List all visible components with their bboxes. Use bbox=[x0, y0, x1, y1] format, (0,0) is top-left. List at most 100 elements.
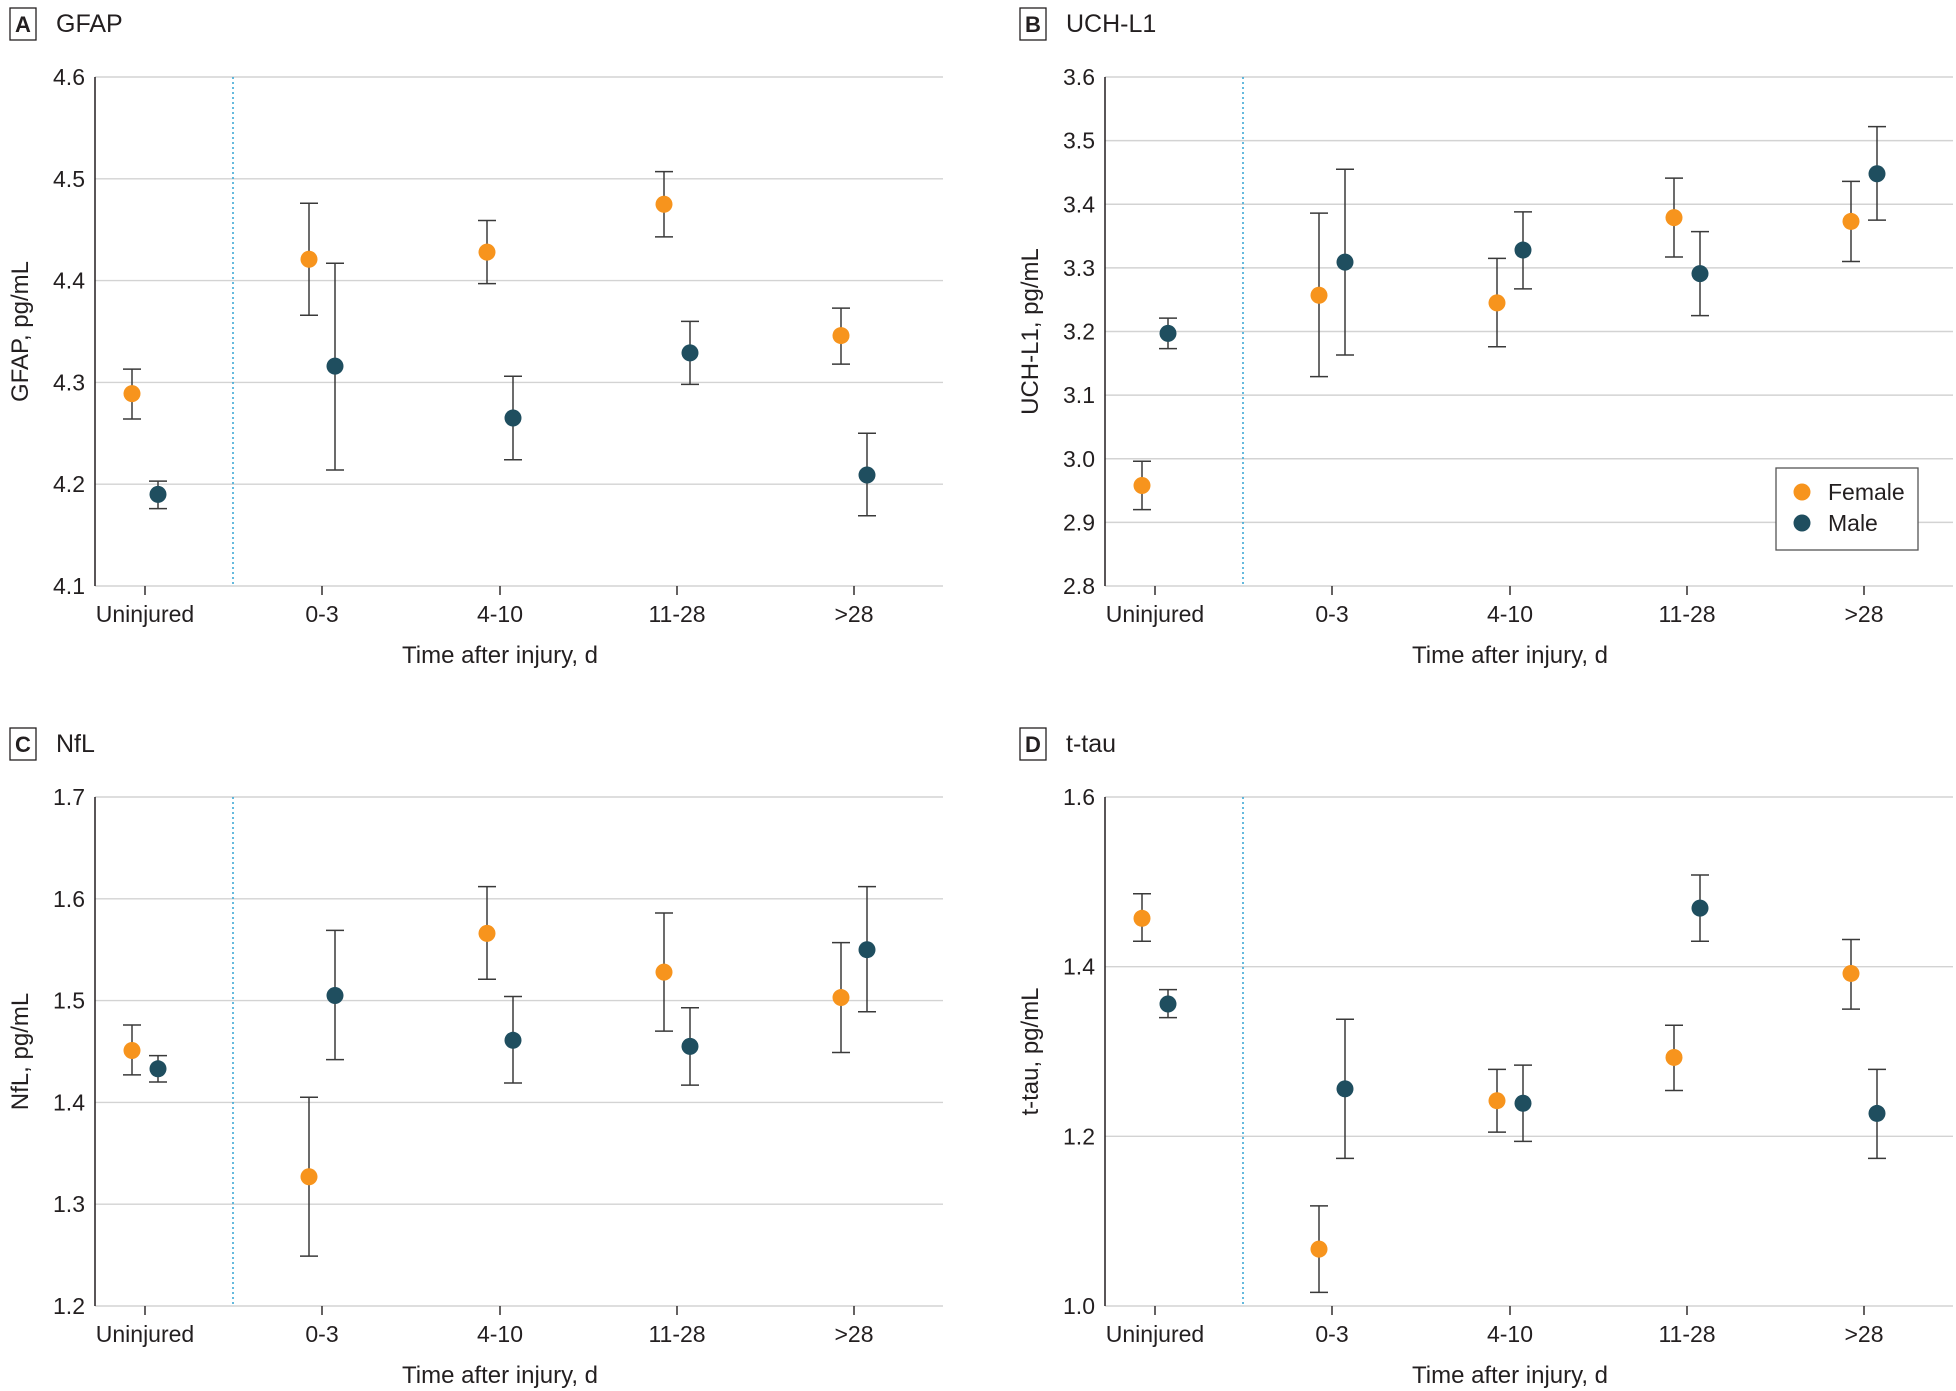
female-point bbox=[832, 327, 850, 345]
y-tick-label: 3.6 bbox=[1063, 64, 1095, 90]
panel-letter-box bbox=[1019, 727, 1047, 761]
female-point bbox=[478, 924, 496, 942]
x-tick-label: 4-10 bbox=[477, 1321, 523, 1347]
y-tick-label: 1.5 bbox=[53, 988, 85, 1014]
panel-b: B UCH-L1 2.8 2.9 3.0 3.1 3.2 3.3 3.4 3.5 3.6 Uninju… bbox=[1017, 7, 1953, 669]
y-tick-label: 1.2 bbox=[53, 1293, 85, 1319]
female-point bbox=[1842, 212, 1860, 230]
x-tick-label: 4-10 bbox=[477, 601, 523, 627]
y-tick-label: 4.4 bbox=[53, 268, 85, 294]
x-tick-label: 0-3 bbox=[1315, 601, 1348, 627]
male-point bbox=[1868, 165, 1886, 183]
y-tick-label: 4.2 bbox=[53, 471, 85, 497]
panel-c: C NfL 1.2 1.3 1.4 1.5 1.6 1.7 Uninjured 0-3 4-10 11… bbox=[7, 727, 943, 1389]
female-point bbox=[478, 243, 496, 261]
male-point bbox=[1691, 265, 1709, 283]
panel-letter: B bbox=[1025, 12, 1041, 37]
panel-title: t-tau bbox=[1066, 730, 1116, 758]
female-point bbox=[1133, 909, 1151, 927]
x-tick-label: 11-28 bbox=[1658, 601, 1715, 627]
x-tick-label: >28 bbox=[834, 601, 873, 627]
panel-a: A GFAP 4.1 4.2 4.3 4.4 4.5 4.6 Uninjured 0-3 4-10 1… bbox=[7, 7, 943, 669]
panel-title: UCH-L1 bbox=[1066, 10, 1156, 38]
y-tick-label: 1.7 bbox=[53, 784, 85, 810]
y-tick-label: 3.2 bbox=[1063, 319, 1095, 345]
panel-letter: D bbox=[1025, 732, 1041, 757]
male-point bbox=[1868, 1104, 1886, 1122]
male-point bbox=[149, 1060, 167, 1078]
male-point bbox=[504, 409, 522, 427]
male-point bbox=[149, 485, 167, 503]
y-tick-label: 3.4 bbox=[1063, 191, 1095, 217]
female-point bbox=[1133, 476, 1151, 494]
female-point bbox=[300, 1168, 318, 1186]
x-tick-label: Uninjured bbox=[1106, 1321, 1204, 1347]
x-axis-title: Time after injury, d bbox=[402, 642, 598, 669]
legend-female-marker bbox=[1793, 483, 1811, 501]
female-point bbox=[123, 1041, 141, 1059]
female-point bbox=[1842, 964, 1860, 982]
male-point bbox=[858, 466, 876, 484]
legend-male-label: Male bbox=[1828, 510, 1878, 536]
female-point bbox=[123, 385, 141, 403]
y-tick-label: 1.6 bbox=[53, 886, 85, 912]
x-tick-label: 0-3 bbox=[305, 601, 338, 627]
y-tick-label: 4.5 bbox=[53, 166, 85, 192]
x-tick-label: 0-3 bbox=[1315, 1321, 1348, 1347]
x-axis-title: Time after injury, d bbox=[402, 1362, 598, 1389]
male-point bbox=[1336, 253, 1354, 271]
x-tick-label: 4-10 bbox=[1487, 1321, 1533, 1347]
y-tick-label: 4.1 bbox=[53, 573, 85, 599]
female-point bbox=[1488, 1092, 1506, 1110]
female-point bbox=[1488, 294, 1506, 312]
y-tick-label: 2.9 bbox=[1063, 509, 1095, 535]
y-tick-label: 1.4 bbox=[53, 1089, 85, 1115]
y-tick-label: 4.3 bbox=[53, 369, 85, 395]
male-point bbox=[681, 344, 699, 362]
y-tick-label: 3.1 bbox=[1063, 382, 1095, 408]
panel-letter: A bbox=[15, 12, 31, 37]
x-tick-label: 11-28 bbox=[648, 601, 705, 627]
panel-letter-box bbox=[9, 727, 37, 761]
x-tick-label: 4-10 bbox=[1487, 601, 1533, 627]
x-tick-label: >28 bbox=[1844, 601, 1883, 627]
y-axis-title: GFAP, pg/mL bbox=[7, 261, 34, 402]
y-tick-label: 3.0 bbox=[1063, 446, 1095, 472]
y-tick-label: 1.4 bbox=[1063, 954, 1095, 980]
male-point bbox=[1159, 324, 1177, 342]
x-axis-title: Time after injury, d bbox=[1412, 642, 1608, 669]
y-tick-label: 2.8 bbox=[1063, 573, 1095, 599]
y-axis-title: UCH-L1, pg/mL bbox=[1017, 248, 1044, 415]
x-tick-label: 11-28 bbox=[648, 1321, 705, 1347]
male-point bbox=[504, 1031, 522, 1049]
panel-letter: C bbox=[15, 732, 31, 757]
x-tick-label: >28 bbox=[834, 1321, 873, 1347]
female-point bbox=[1310, 286, 1328, 304]
x-tick-label: Uninjured bbox=[1106, 601, 1204, 627]
panel-title: NfL bbox=[56, 730, 95, 758]
male-point bbox=[858, 941, 876, 959]
y-tick-label: 1.2 bbox=[1063, 1123, 1095, 1149]
y-tick-label: 1.6 bbox=[1063, 784, 1095, 810]
female-point bbox=[300, 250, 318, 268]
female-point bbox=[832, 989, 850, 1007]
female-point bbox=[655, 963, 673, 981]
male-point bbox=[1691, 899, 1709, 917]
male-point bbox=[1336, 1080, 1354, 1098]
x-tick-label: >28 bbox=[1844, 1321, 1883, 1347]
y-tick-label: 1.3 bbox=[53, 1191, 85, 1217]
y-tick-label: 3.3 bbox=[1063, 255, 1095, 281]
panel-letter-box bbox=[9, 7, 37, 41]
male-point bbox=[681, 1037, 699, 1055]
y-tick-label: 4.6 bbox=[53, 64, 85, 90]
female-point bbox=[655, 195, 673, 213]
y-axis-title: t-tau, pg/mL bbox=[1017, 987, 1044, 1115]
panel-title: GFAP bbox=[56, 10, 123, 38]
male-point bbox=[326, 987, 344, 1005]
panel-letter-box bbox=[1019, 7, 1047, 41]
y-tick-label: 1.0 bbox=[1063, 1293, 1095, 1319]
legend-female-label: Female bbox=[1828, 479, 1905, 505]
legend-male-marker bbox=[1793, 514, 1811, 532]
